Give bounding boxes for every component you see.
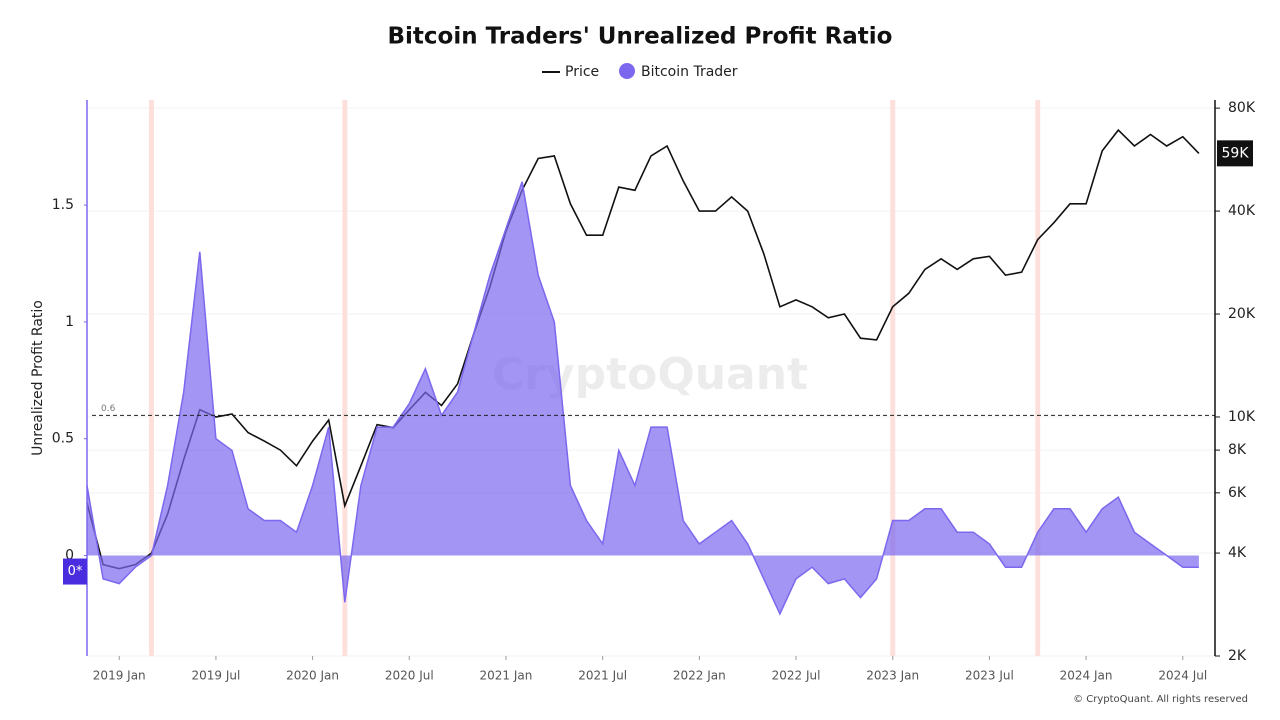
x-tick-label: 2022 Jul — [772, 669, 821, 683]
y-tick-label: 0.5 — [52, 431, 74, 447]
legend-label: Bitcoin Trader — [641, 64, 738, 80]
y2-tick-label: 6K — [1228, 485, 1247, 501]
y-tick-label: 0 — [65, 548, 74, 564]
area — [87, 181, 1199, 614]
y-tick-label: 1.5 — [52, 197, 74, 213]
x-tick-label: 2020 Jul — [385, 669, 434, 683]
zero-badge-label: 0* — [68, 564, 83, 579]
y2-tick-label: 4K — [1228, 545, 1247, 561]
price-badge-label: 59K — [1222, 145, 1250, 161]
x-tick-label: 2020 Jan — [286, 669, 339, 683]
highlight-band — [342, 100, 348, 656]
price-badge — [1217, 140, 1253, 167]
y-tick-label: 1 — [65, 314, 74, 330]
x-tick-label: 2019 Jan — [93, 669, 146, 683]
x-tick-label: 2021 Jan — [480, 669, 533, 683]
legend-label: Price — [565, 64, 599, 80]
x-tick-label: 2024 Jul — [1158, 669, 1207, 683]
y-axis-label: Unrealized Profit Ratio — [30, 300, 46, 456]
threshold-label: 0.6 — [101, 404, 116, 414]
footer: © CryptoQuant. All rights reserved — [1073, 694, 1248, 705]
area-line — [86, 181, 1199, 616]
x-tick-label: 2023 Jan — [866, 669, 919, 683]
y2-tick-label: 2K — [1228, 648, 1247, 664]
highlight-band — [1035, 100, 1041, 656]
y2-tick-label: 40K — [1228, 203, 1256, 219]
legend-dot — [619, 63, 635, 79]
y2-tick-label: 10K — [1228, 409, 1256, 425]
x-tick-label: 2023 Jul — [965, 669, 1014, 683]
highlight-band — [890, 100, 896, 656]
x-tick-label: 2024 Jan — [1060, 669, 1113, 683]
y2-tick-label: 80K — [1228, 100, 1256, 116]
y2-tick-label: 8K — [1228, 442, 1247, 458]
x-tick-label: 2022 Jan — [673, 669, 726, 683]
x-tick-label: 2021 Jul — [578, 669, 627, 683]
x-tick-label: 2019 Jul — [191, 669, 240, 683]
chart-title: Bitcoin Traders' Unrealized Profit Ratio — [388, 24, 893, 50]
zero-badge — [63, 558, 87, 585]
line — [86, 128, 1200, 570]
highlight-band — [148, 100, 154, 656]
y2-tick-label: 20K — [1228, 306, 1256, 322]
